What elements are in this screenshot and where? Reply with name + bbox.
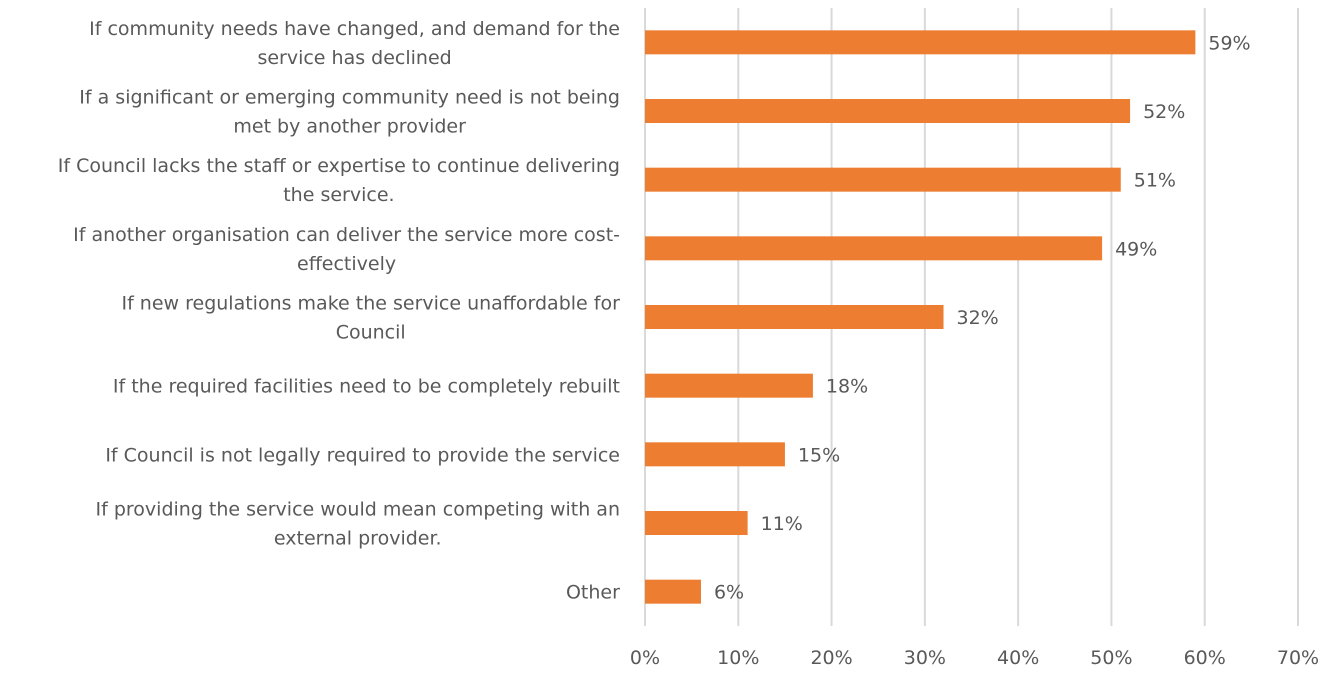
bar-value-label: 11%	[761, 513, 803, 535]
x-tick-layer: 0% 10% 20% 30% 40% 50% 60% 70%	[630, 647, 1319, 669]
bar	[645, 511, 748, 535]
bar	[645, 305, 944, 329]
bar	[645, 442, 785, 467]
bar	[645, 373, 813, 398]
category-label: If another organisation can deliver the …	[73, 224, 620, 275]
x-tick-label: 40%	[997, 647, 1039, 669]
category-label-line: If providing the service would mean comp…	[96, 499, 620, 521]
x-tick-label: 20%	[810, 647, 852, 669]
category-label-line: Council	[336, 322, 406, 344]
bar-value-label: 51%	[1134, 170, 1176, 192]
category-label-line: the service.	[283, 184, 394, 206]
category-label: If the required facilities need to be co…	[113, 376, 620, 398]
bar	[645, 99, 1131, 123]
bar	[645, 579, 701, 604]
bar	[645, 236, 1103, 261]
category-label: If providing the service would mean comp…	[96, 499, 620, 550]
bar	[645, 167, 1121, 192]
category-label-line: effectively	[297, 253, 396, 275]
category-label: If Council lacks the staff or expertise …	[58, 155, 620, 206]
category-label-line: If a significant or emerging community n…	[79, 87, 620, 109]
category-label-line: If Council is not legally required to pr…	[105, 444, 620, 466]
category-label: If a significant or emerging community n…	[79, 87, 620, 138]
category-label: Other	[566, 582, 620, 604]
category-label-line: If new regulations make the service unaf…	[121, 293, 620, 315]
x-tick-label: 30%	[904, 647, 946, 669]
label-layer: 59% If community needs have changed, and …	[58, 18, 1251, 604]
x-tick-label: 0%	[630, 647, 660, 669]
category-label-line: Other	[566, 582, 620, 604]
bar-value-label: 59%	[1208, 32, 1250, 54]
bar-value-label: 18%	[826, 376, 868, 398]
category-label-line: If community needs have changed, and dem…	[89, 18, 620, 40]
category-label-line: If another organisation can deliver the …	[73, 224, 620, 246]
category-label-line: If the required facilities need to be co…	[113, 376, 620, 398]
bar-value-label: 15%	[798, 444, 840, 466]
bar	[645, 30, 1196, 55]
category-label-line: If Council lacks the staff or expertise …	[58, 155, 620, 177]
bar-value-label: 32%	[957, 307, 999, 329]
category-label: If new regulations make the service unaf…	[121, 293, 620, 344]
category-label-line: external provider.	[274, 528, 442, 550]
category-label-line: service has declined	[257, 47, 451, 69]
category-label-line: met by another provider	[233, 116, 466, 138]
category-label: If Council is not legally required to pr…	[105, 444, 620, 466]
x-tick-label: 10%	[717, 647, 759, 669]
bar-value-label: 52%	[1143, 101, 1185, 123]
category-label: If community needs have changed, and dem…	[89, 18, 620, 69]
bar-value-label: 6%	[714, 582, 744, 604]
x-tick-label: 60%	[1184, 647, 1226, 669]
x-tick-label: 70%	[1277, 647, 1319, 669]
bar-value-label: 49%	[1115, 238, 1157, 260]
x-tick-label: 50%	[1090, 647, 1132, 669]
bar-layer	[645, 30, 1196, 604]
